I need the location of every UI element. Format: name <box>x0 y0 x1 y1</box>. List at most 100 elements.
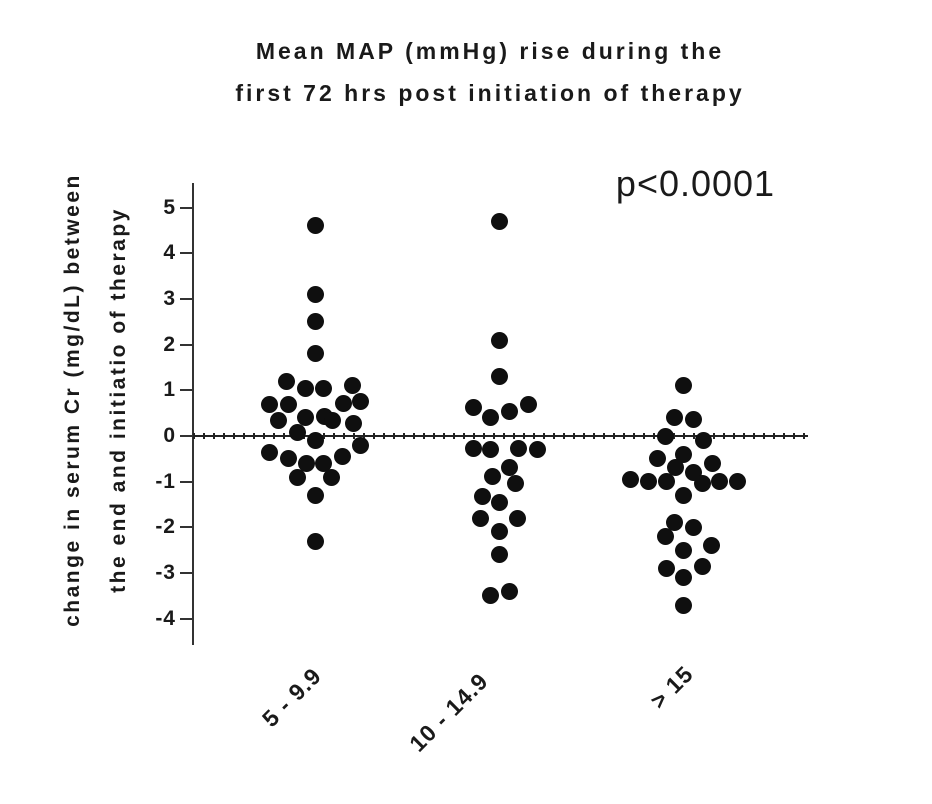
data-point <box>333 448 351 466</box>
data-point <box>490 493 508 511</box>
x-category-label-2: 10 - 14.9 <box>404 667 494 757</box>
data-point <box>334 394 352 412</box>
zero-line-tick-marks <box>193 433 808 439</box>
y-tick-label: -2 <box>155 515 176 539</box>
y-tick-mark <box>180 572 193 575</box>
data-point <box>703 454 721 472</box>
data-point <box>684 518 702 536</box>
data-point <box>490 546 508 564</box>
data-point <box>306 486 324 504</box>
data-point <box>500 582 518 600</box>
data-point <box>483 467 501 485</box>
y-tick-mark <box>180 252 193 255</box>
p-value-annotation: p<0.0001 <box>615 163 776 204</box>
chart-title: Mean MAP (mmHg) rise during the first 72… <box>190 30 790 114</box>
data-point <box>656 528 674 546</box>
data-point <box>648 450 666 468</box>
data-point <box>306 345 324 363</box>
y-tick-mark <box>180 389 193 392</box>
y-tick-label: -1 <box>155 469 176 493</box>
data-point <box>665 409 683 427</box>
data-point <box>306 313 324 331</box>
data-point <box>471 509 489 527</box>
data-point <box>490 212 508 230</box>
data-point <box>464 440 482 458</box>
data-point <box>481 441 499 459</box>
y-tick-label: -4 <box>155 606 176 630</box>
data-point <box>343 377 361 395</box>
data-point <box>323 412 341 430</box>
data-point <box>490 523 508 541</box>
data-point <box>693 557 711 575</box>
data-point <box>674 445 692 463</box>
x-category-label-3: > 15 <box>644 660 699 714</box>
y-axis-label-line-1: change in serum Cr (mg/dL) between <box>61 173 84 627</box>
data-point <box>710 473 728 491</box>
data-point <box>684 410 702 428</box>
y-tick-mark <box>180 206 193 209</box>
y-tick-mark <box>180 617 193 620</box>
data-point <box>314 454 332 472</box>
data-point <box>481 587 499 605</box>
data-point <box>694 432 712 450</box>
data-point <box>351 436 369 454</box>
chart-title-line-2: first 72 hrs post initiation of therapy <box>235 80 745 106</box>
data-point <box>665 514 683 532</box>
data-point <box>693 475 711 493</box>
data-point <box>344 414 362 432</box>
data-point <box>500 403 518 421</box>
y-tick-mark <box>180 435 193 437</box>
data-point <box>666 459 684 477</box>
data-point <box>509 439 527 457</box>
data-point <box>490 331 508 349</box>
data-point <box>296 379 314 397</box>
data-point <box>473 488 491 506</box>
data-point <box>464 399 482 417</box>
y-tick-mark <box>180 297 193 300</box>
x-category-label-1: 5 - 9.9 <box>256 662 327 732</box>
data-point <box>702 537 720 555</box>
data-point <box>351 393 369 411</box>
data-point <box>639 473 657 491</box>
data-point <box>674 377 692 395</box>
data-point <box>260 444 278 462</box>
y-tick-label: 2 <box>163 332 176 356</box>
data-point <box>674 569 692 587</box>
data-point <box>481 409 499 427</box>
data-point <box>306 532 324 550</box>
data-point <box>519 395 537 413</box>
data-point <box>260 395 278 413</box>
data-point <box>674 596 692 614</box>
y-axis-line <box>192 183 194 645</box>
data-point <box>621 470 639 488</box>
data-point <box>674 541 692 559</box>
data-point <box>288 468 306 486</box>
y-tick-label: 0 <box>163 424 176 447</box>
y-tick-mark <box>180 480 193 483</box>
data-point <box>674 486 692 504</box>
data-point <box>656 427 674 445</box>
data-point <box>314 379 332 397</box>
y-tick-mark <box>180 343 193 346</box>
data-point <box>508 509 526 527</box>
data-point <box>297 454 315 472</box>
data-point <box>657 560 675 578</box>
y-tick-label: 4 <box>163 241 176 265</box>
data-point <box>500 459 518 477</box>
data-point <box>528 441 546 459</box>
y-tick-mark <box>180 526 193 529</box>
data-point <box>279 395 297 413</box>
chart-title-line-1: Mean MAP (mmHg) rise during the <box>255 38 725 64</box>
data-point <box>269 412 287 430</box>
data-point <box>279 450 297 468</box>
data-point <box>490 368 508 386</box>
data-point <box>306 217 324 235</box>
y-tick-label: -3 <box>155 561 176 585</box>
data-point <box>306 432 324 450</box>
y-tick-label: 3 <box>163 286 176 310</box>
data-point <box>657 473 675 491</box>
y-tick-label: 1 <box>163 378 176 402</box>
data-point <box>728 473 746 491</box>
y-tick-label: 5 <box>163 195 176 219</box>
data-point <box>296 409 314 427</box>
